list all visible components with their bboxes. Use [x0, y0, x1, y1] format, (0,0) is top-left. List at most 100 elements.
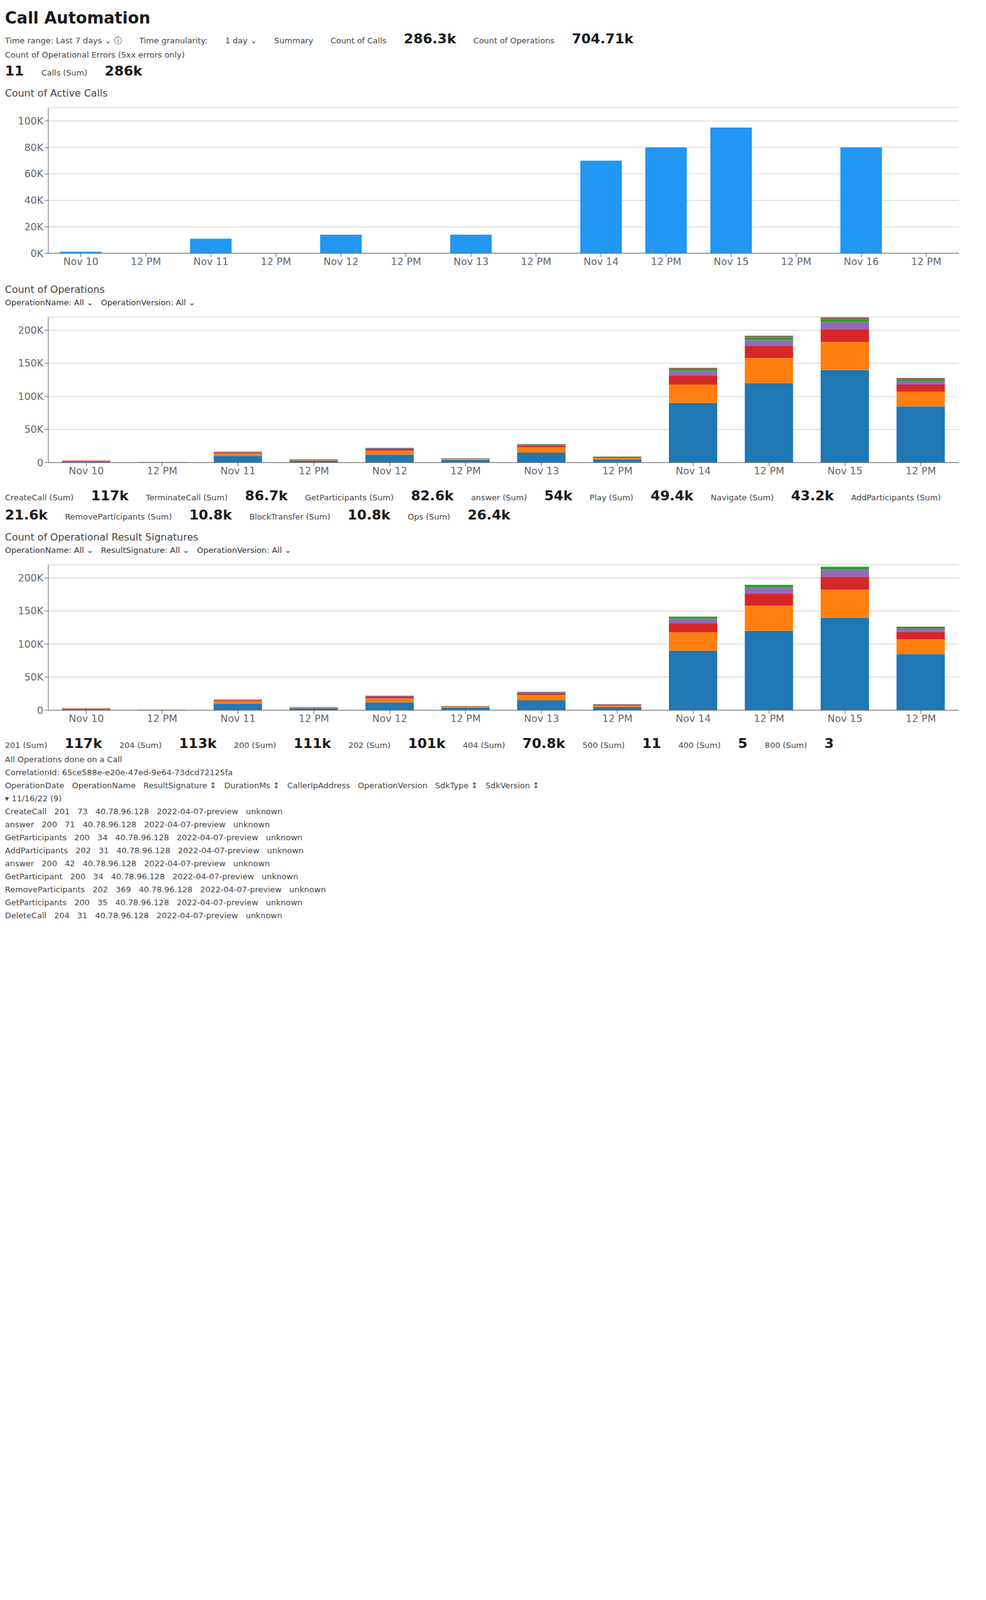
svg-text:Nov 15: Nov 15	[827, 465, 863, 477]
svg-text:12 PM: 12 PM	[450, 712, 481, 725]
svg-text:50K: 50K	[24, 671, 44, 684]
svg-text:150K: 150K	[17, 357, 44, 370]
html-text:49.4k: 49.4k	[650, 488, 694, 504]
html-text:70.8k: 70.8k	[522, 735, 566, 752]
svg-text:12 PM: 12 PM	[390, 255, 422, 268]
svg-text:Nov 12: Nov 12	[323, 255, 359, 268]
svg-text:12 PM: 12 PM	[753, 465, 785, 477]
html-text:Call Automation: Call Automation	[4, 8, 151, 28]
html-text:11: 11	[4, 63, 24, 79]
html-text:200 (Sum): 200 (Sum)	[233, 740, 277, 751]
svg-text:50K: 50K	[24, 423, 44, 436]
svg-text:Nov 11: Nov 11	[193, 255, 229, 268]
svg-text:12 PM: 12 PM	[905, 712, 936, 725]
html-text:CorrelationId: 65ce588e-e20e-4: CorrelationId: 65ce588e-e20e-47ed-9e64-7…	[4, 767, 233, 778]
html-text:86.7k: 86.7k	[245, 488, 288, 504]
html-text:101k: 101k	[407, 735, 446, 752]
svg-text:12 PM: 12 PM	[146, 465, 178, 477]
svg-text:0: 0	[37, 457, 44, 469]
html-text:10.8k: 10.8k	[347, 507, 391, 523]
svg-text:40K: 40K	[24, 194, 44, 207]
html-text:286k: 286k	[104, 63, 143, 79]
html-text:Count of Operations: Count of Operations	[4, 283, 105, 296]
html-text:Count of Operational Errors (5: Count of Operational Errors (5xx errors …	[4, 50, 185, 60]
svg-text:Nov 11: Nov 11	[220, 465, 256, 477]
html-text:Time granularity:: Time granularity:	[139, 35, 208, 46]
svg-text:Nov 15: Nov 15	[827, 712, 863, 725]
html-text:113k: 113k	[179, 735, 217, 752]
svg-text:0K: 0K	[30, 247, 44, 260]
svg-text:100K: 100K	[17, 390, 44, 403]
html-text:204 (Sum): 204 (Sum)	[119, 740, 162, 751]
svg-text:Nov 13: Nov 13	[523, 712, 560, 725]
html-text:OperationName: All ⌄ Operation: OperationName: All ⌄ OperationVersion: A…	[4, 297, 196, 308]
svg-text:12 PM: 12 PM	[298, 465, 329, 477]
html-text:1 day ⌄: 1 day ⌄	[225, 35, 257, 46]
svg-text:200K: 200K	[17, 324, 44, 337]
svg-text:12 PM: 12 PM	[146, 712, 178, 725]
svg-text:Nov 12: Nov 12	[372, 465, 408, 477]
svg-text:12 PM: 12 PM	[911, 255, 942, 268]
svg-text:12 PM: 12 PM	[602, 712, 633, 725]
svg-text:12 PM: 12 PM	[260, 255, 292, 268]
html-text:26.4k: 26.4k	[467, 507, 511, 523]
html-text:43.2k: 43.2k	[791, 488, 834, 504]
html-text:Count of Operational Result Si: Count of Operational Result Signatures	[4, 531, 199, 544]
svg-text:Nov 14: Nov 14	[583, 255, 619, 268]
html-text:704.71k: 704.71k	[571, 30, 634, 47]
html-text:All Operations done on a Call: All Operations done on a Call	[4, 754, 123, 765]
html-text:5: 5	[737, 735, 748, 752]
svg-text:Nov 10: Nov 10	[68, 712, 105, 725]
svg-text:Nov 13: Nov 13	[453, 255, 489, 268]
svg-text:12 PM: 12 PM	[905, 465, 936, 477]
svg-text:0: 0	[37, 704, 44, 717]
html-text:10.8k: 10.8k	[189, 507, 232, 523]
svg-text:12 PM: 12 PM	[753, 712, 785, 725]
svg-text:60K: 60K	[24, 167, 44, 180]
html-text:OperationDate OperationName Re: OperationDate OperationName ResultSignat…	[4, 780, 540, 791]
html-text:Count of Operations: Count of Operations	[473, 35, 555, 46]
html-text:500 (Sum): 500 (Sum)	[582, 740, 625, 751]
svg-text:150K: 150K	[17, 605, 44, 617]
html-text:Count of Active Calls: Count of Active Calls	[4, 87, 108, 100]
svg-text:Nov 10: Nov 10	[63, 255, 99, 268]
svg-text:200K: 200K	[17, 572, 44, 585]
svg-text:Nov 13: Nov 13	[523, 465, 560, 477]
html-text:CreateCall (Sum): CreateCall (Sum)	[4, 493, 74, 503]
svg-text:Nov 14: Nov 14	[675, 465, 712, 477]
html-text:800 (Sum): 800 (Sum)	[764, 740, 808, 751]
svg-text:12 PM: 12 PM	[520, 255, 552, 268]
html-text:21.6k: 21.6k	[4, 507, 48, 523]
html-text:54k: 54k	[544, 488, 573, 504]
svg-text:12 PM: 12 PM	[450, 465, 481, 477]
html-text:11: 11	[642, 735, 662, 752]
html-text:Time range: Last 7 days ⌄ ⓘ: Time range: Last 7 days ⌄ ⓘ	[4, 35, 122, 46]
svg-text:100K: 100K	[17, 638, 44, 651]
html-text:201 (Sum): 201 (Sum)	[4, 740, 48, 751]
html-text:404 (Sum): 404 (Sum)	[462, 740, 506, 751]
html-text:202 (Sum): 202 (Sum)	[348, 740, 391, 751]
svg-text:Nov 15: Nov 15	[713, 255, 749, 268]
html-text:111k: 111k	[293, 735, 331, 752]
html-text:82.6k: 82.6k	[410, 488, 454, 504]
svg-text:Nov 10: Nov 10	[68, 465, 105, 477]
svg-text:100K: 100K	[17, 115, 44, 127]
html-text:117k: 117k	[90, 488, 129, 504]
svg-text:20K: 20K	[24, 221, 44, 233]
svg-text:Nov 14: Nov 14	[675, 712, 712, 725]
svg-text:12 PM: 12 PM	[298, 712, 329, 725]
svg-text:12 PM: 12 PM	[780, 255, 812, 268]
svg-text:12 PM: 12 PM	[650, 255, 682, 268]
svg-text:Nov 12: Nov 12	[372, 712, 408, 725]
html-text:286.3k: 286.3k	[403, 30, 457, 47]
svg-text:12 PM: 12 PM	[602, 465, 633, 477]
html-text:Summary: Summary	[274, 35, 314, 46]
svg-text:12 PM: 12 PM	[130, 255, 162, 268]
html-text:Count of Calls: Count of Calls	[330, 35, 387, 46]
svg-text:Nov 11: Nov 11	[220, 712, 256, 725]
html-text:400 (Sum): 400 (Sum)	[678, 740, 721, 751]
svg-text:80K: 80K	[24, 141, 44, 154]
html-text:117k: 117k	[64, 735, 103, 752]
svg-text:Nov 16: Nov 16	[843, 255, 879, 268]
html-text:Calls (Sum): Calls (Sum)	[41, 68, 88, 78]
